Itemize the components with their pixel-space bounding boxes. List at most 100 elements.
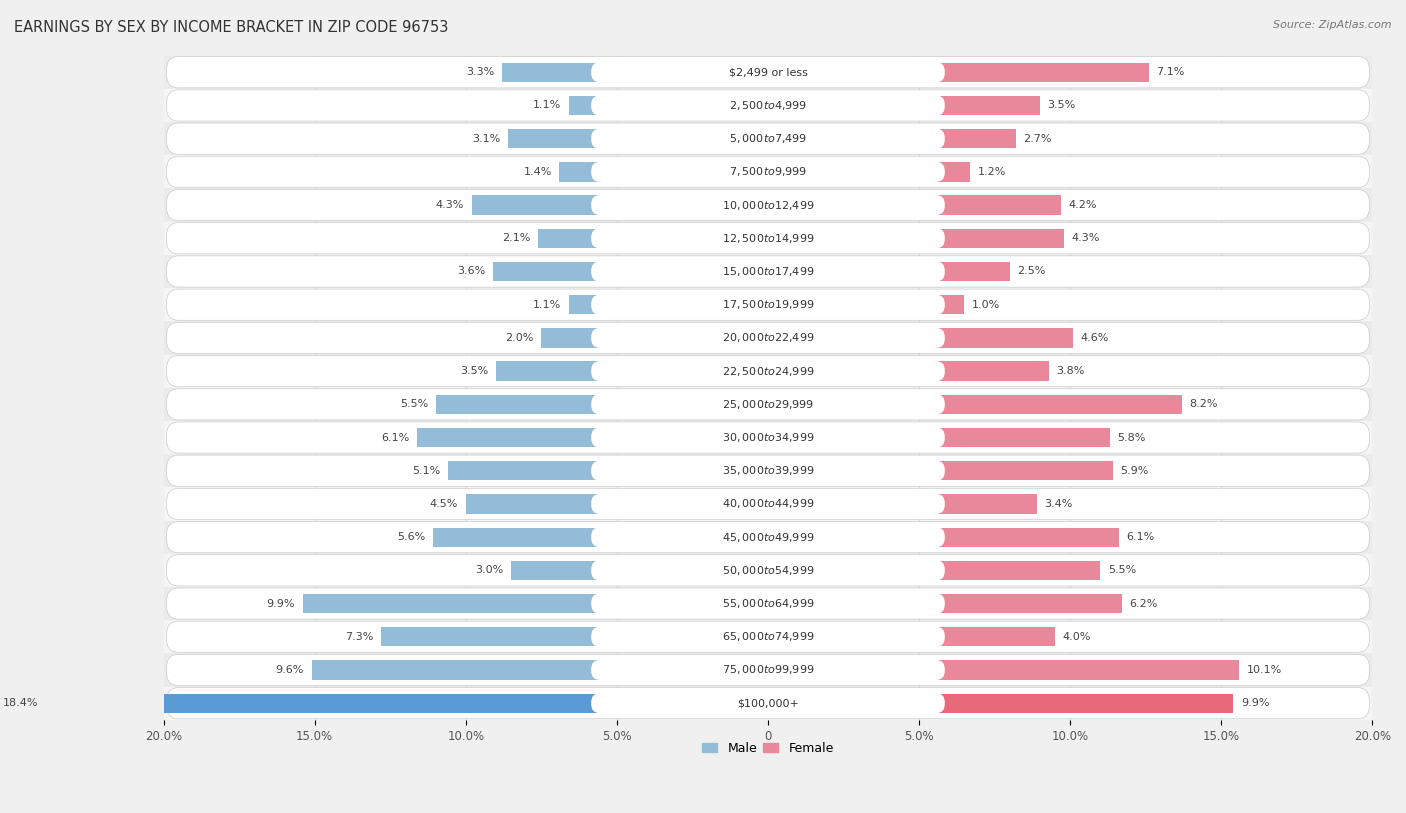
Bar: [568, 295, 602, 315]
Bar: [163, 686, 1372, 720]
Text: 9.9%: 9.9%: [267, 598, 295, 609]
Text: 3.5%: 3.5%: [1047, 101, 1076, 111]
Bar: [163, 554, 1372, 587]
FancyBboxPatch shape: [166, 322, 1369, 354]
FancyBboxPatch shape: [591, 361, 945, 381]
Text: $5,000 to $7,499: $5,000 to $7,499: [728, 133, 807, 146]
FancyBboxPatch shape: [166, 289, 1369, 320]
Text: 2.7%: 2.7%: [1024, 133, 1052, 144]
Text: $40,000 to $44,999: $40,000 to $44,999: [721, 498, 814, 511]
Bar: [934, 528, 1119, 547]
Bar: [934, 295, 965, 315]
Bar: [541, 328, 602, 347]
Bar: [934, 228, 1064, 248]
Bar: [163, 388, 1372, 421]
FancyBboxPatch shape: [591, 63, 945, 82]
FancyBboxPatch shape: [166, 621, 1369, 652]
Text: 10.1%: 10.1%: [1247, 665, 1282, 675]
Bar: [934, 328, 1073, 347]
FancyBboxPatch shape: [591, 295, 945, 315]
Text: 1.1%: 1.1%: [533, 300, 561, 310]
FancyBboxPatch shape: [591, 494, 945, 514]
Text: $45,000 to $49,999: $45,000 to $49,999: [721, 531, 814, 544]
Bar: [163, 288, 1372, 321]
Bar: [163, 654, 1372, 686]
FancyBboxPatch shape: [591, 693, 945, 713]
Text: 4.3%: 4.3%: [1071, 233, 1099, 243]
Text: 1.0%: 1.0%: [972, 300, 1000, 310]
Bar: [934, 693, 1233, 713]
Bar: [381, 627, 602, 646]
Text: 8.2%: 8.2%: [1189, 399, 1218, 409]
Text: 7.1%: 7.1%: [1156, 67, 1185, 77]
Text: 5.8%: 5.8%: [1116, 433, 1146, 442]
Bar: [433, 528, 602, 547]
Bar: [934, 394, 1182, 414]
FancyBboxPatch shape: [166, 389, 1369, 420]
Text: 4.3%: 4.3%: [436, 200, 464, 210]
Text: 1.4%: 1.4%: [523, 167, 553, 177]
Text: 4.5%: 4.5%: [430, 499, 458, 509]
Bar: [163, 587, 1372, 620]
FancyBboxPatch shape: [591, 394, 945, 415]
Text: 5.9%: 5.9%: [1121, 466, 1149, 476]
FancyBboxPatch shape: [591, 527, 945, 547]
Bar: [560, 163, 602, 181]
Bar: [934, 262, 1010, 281]
Text: 2.0%: 2.0%: [505, 333, 534, 343]
FancyBboxPatch shape: [166, 654, 1369, 685]
Bar: [934, 660, 1240, 680]
Bar: [163, 421, 1372, 454]
Bar: [538, 228, 602, 248]
Text: $75,000 to $99,999: $75,000 to $99,999: [721, 663, 814, 676]
Bar: [934, 129, 1015, 148]
Bar: [568, 96, 602, 115]
Bar: [934, 561, 1101, 580]
Text: EARNINGS BY SEX BY INCOME BRACKET IN ZIP CODE 96753: EARNINGS BY SEX BY INCOME BRACKET IN ZIP…: [14, 20, 449, 35]
Text: 4.2%: 4.2%: [1069, 200, 1097, 210]
Bar: [163, 487, 1372, 520]
Text: 5.5%: 5.5%: [1108, 565, 1136, 576]
Bar: [934, 195, 1062, 215]
Text: 7.3%: 7.3%: [346, 632, 374, 641]
FancyBboxPatch shape: [166, 156, 1369, 188]
Bar: [934, 627, 1054, 646]
Bar: [465, 494, 602, 514]
Bar: [494, 262, 602, 281]
Bar: [934, 594, 1122, 613]
Text: Source: ZipAtlas.com: Source: ZipAtlas.com: [1274, 20, 1392, 30]
FancyBboxPatch shape: [166, 90, 1369, 121]
Text: $30,000 to $34,999: $30,000 to $34,999: [721, 431, 814, 444]
Text: $35,000 to $39,999: $35,000 to $39,999: [721, 464, 814, 477]
Text: 6.1%: 6.1%: [1126, 533, 1154, 542]
FancyBboxPatch shape: [166, 455, 1369, 486]
Text: 3.6%: 3.6%: [457, 267, 485, 276]
Bar: [934, 63, 1149, 82]
FancyBboxPatch shape: [166, 688, 1369, 719]
Bar: [934, 163, 970, 181]
Text: 3.3%: 3.3%: [467, 67, 495, 77]
FancyBboxPatch shape: [591, 560, 945, 580]
FancyBboxPatch shape: [591, 128, 945, 149]
Text: $50,000 to $54,999: $50,000 to $54,999: [721, 564, 814, 577]
Text: $12,500 to $14,999: $12,500 to $14,999: [721, 232, 814, 245]
Bar: [447, 461, 602, 480]
Bar: [45, 693, 602, 713]
Bar: [163, 454, 1372, 487]
Bar: [163, 620, 1372, 654]
FancyBboxPatch shape: [166, 123, 1369, 154]
Text: 2.5%: 2.5%: [1018, 267, 1046, 276]
Bar: [418, 428, 602, 447]
Text: 3.0%: 3.0%: [475, 565, 503, 576]
FancyBboxPatch shape: [591, 660, 945, 680]
Bar: [163, 520, 1372, 554]
FancyBboxPatch shape: [591, 328, 945, 348]
Bar: [163, 89, 1372, 122]
FancyBboxPatch shape: [591, 228, 945, 248]
Text: $20,000 to $22,499: $20,000 to $22,499: [721, 332, 814, 345]
FancyBboxPatch shape: [591, 95, 945, 115]
FancyBboxPatch shape: [166, 355, 1369, 387]
FancyBboxPatch shape: [591, 593, 945, 614]
Legend: Male, Female: Male, Female: [697, 737, 839, 760]
Bar: [436, 394, 602, 414]
